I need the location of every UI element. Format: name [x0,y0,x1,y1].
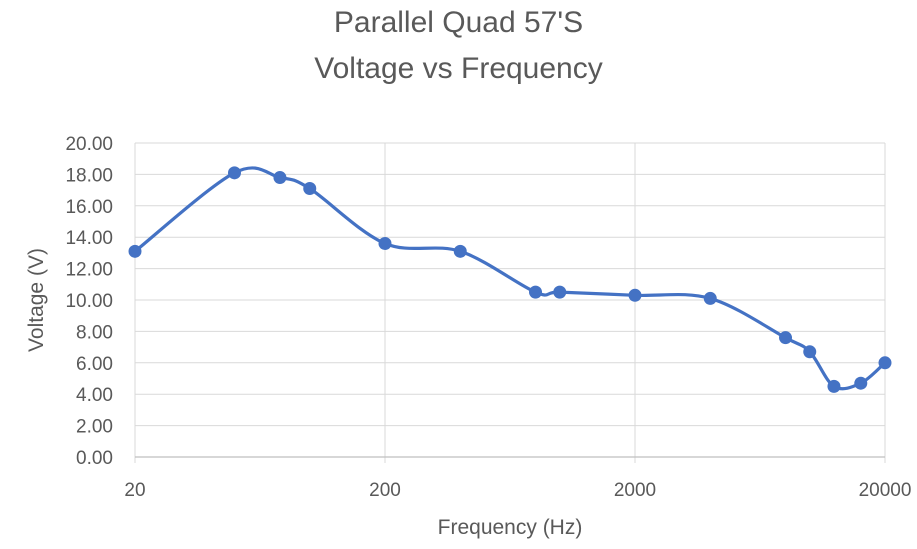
data-point [529,285,543,299]
y-tick-label: 8.00 [76,322,113,343]
series-layer [128,166,892,393]
y-axis-label: Voltage (V) [25,248,48,352]
data-point [878,356,892,370]
x-tick-label: 20 [124,480,145,501]
y-tick-label: 6.00 [76,354,113,375]
y-tick-label: 4.00 [76,385,113,406]
y-tick-label: 16.00 [65,197,113,218]
data-point [703,291,717,305]
series-line [134,166,887,391]
data-point [854,376,868,390]
x-tick-label: 20000 [859,480,912,501]
x-tick-labels: 20 200 2000 20000 [124,480,911,501]
data-point [628,288,642,302]
data-point [453,244,467,258]
y-tick-label: 18.00 [65,165,113,186]
x-tick-label: 2000 [614,480,656,501]
y-tick-label: 0.00 [76,448,113,469]
data-point [273,171,287,185]
y-tick-label: 12.00 [65,260,113,281]
y-tick-labels: 0.00 2.00 4.00 6.00 8.00 10.00 12.00 14.00 16.00… [65,134,113,469]
x-tick-label: 200 [369,480,401,501]
data-point [779,331,793,345]
chart-title: Parallel Quad 57'S [333,6,584,39]
y-tick-label: 10.00 [65,291,113,312]
grid-lines [134,142,886,463]
x-axis-label: Frequency (Hz) [438,516,583,539]
data-point [303,182,317,196]
data-point [827,379,841,393]
y-tick-label: 2.00 [76,417,113,438]
chart-subtitle: Voltage vs Frequency [314,52,603,85]
y-tick-label: 20.00 [65,134,113,155]
y-tick-label: 14.00 [65,228,113,249]
data-point [378,236,392,250]
data-point [227,166,241,180]
data-point [553,285,567,299]
data-point [803,345,817,359]
data-point [128,244,142,258]
